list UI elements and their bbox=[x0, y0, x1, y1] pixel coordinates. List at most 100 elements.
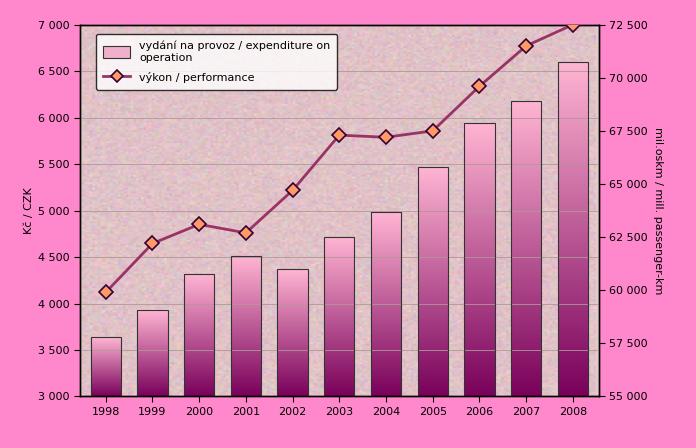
Bar bbox=[324, 348, 354, 349]
Bar bbox=[230, 313, 261, 314]
Bar bbox=[324, 386, 354, 387]
Bar bbox=[511, 116, 541, 118]
Bar bbox=[418, 200, 448, 201]
Bar bbox=[324, 343, 354, 344]
Bar bbox=[557, 170, 588, 172]
Bar bbox=[557, 260, 588, 261]
Bar bbox=[324, 336, 354, 337]
Bar bbox=[418, 299, 448, 300]
Bar bbox=[511, 237, 541, 238]
Bar bbox=[511, 202, 541, 204]
Bar bbox=[464, 211, 495, 212]
Bar bbox=[464, 172, 495, 173]
Bar bbox=[418, 298, 448, 299]
Bar bbox=[464, 220, 495, 221]
Bar bbox=[557, 203, 588, 204]
Bar bbox=[557, 310, 588, 311]
Bar bbox=[418, 342, 448, 343]
Bar bbox=[464, 219, 495, 220]
Bar bbox=[418, 279, 448, 280]
Bar bbox=[557, 208, 588, 210]
Bar bbox=[230, 320, 261, 321]
Bar bbox=[324, 356, 354, 357]
Bar bbox=[557, 184, 588, 185]
Bar bbox=[230, 262, 261, 263]
Bar bbox=[464, 184, 495, 185]
Bar bbox=[371, 300, 401, 301]
Bar bbox=[464, 278, 495, 279]
Bar bbox=[464, 222, 495, 223]
Bar bbox=[557, 149, 588, 150]
Bar bbox=[230, 324, 261, 325]
Bar bbox=[464, 281, 495, 282]
Bar bbox=[557, 76, 588, 78]
Bar bbox=[230, 336, 261, 337]
Bar bbox=[371, 257, 401, 258]
Bar bbox=[511, 329, 541, 330]
Bar bbox=[511, 377, 541, 378]
Bar bbox=[464, 280, 495, 281]
Bar bbox=[464, 233, 495, 234]
Bar bbox=[464, 238, 495, 239]
Bar bbox=[371, 312, 401, 313]
Bar bbox=[371, 250, 401, 251]
Bar bbox=[464, 139, 495, 140]
Bar bbox=[324, 367, 354, 368]
Bar bbox=[464, 302, 495, 303]
Bar bbox=[418, 294, 448, 295]
Bar bbox=[511, 242, 541, 243]
Bar bbox=[418, 271, 448, 272]
Bar bbox=[464, 158, 495, 159]
Bar bbox=[511, 172, 541, 173]
Bar bbox=[371, 319, 401, 320]
Bar bbox=[464, 345, 495, 346]
Bar bbox=[230, 314, 261, 315]
Bar bbox=[418, 179, 448, 180]
Bar bbox=[557, 318, 588, 319]
Bar bbox=[511, 182, 541, 183]
Bar bbox=[464, 303, 495, 304]
Bar bbox=[324, 273, 354, 274]
Bar bbox=[511, 101, 541, 102]
Bar bbox=[464, 349, 495, 350]
Bar bbox=[230, 357, 261, 358]
Bar bbox=[557, 82, 588, 83]
Bar bbox=[464, 166, 495, 167]
Bar bbox=[511, 200, 541, 201]
Bar bbox=[418, 377, 448, 378]
Bar bbox=[371, 324, 401, 325]
Bar bbox=[464, 251, 495, 252]
Bar bbox=[324, 300, 354, 301]
Bar bbox=[557, 67, 588, 69]
Bar bbox=[511, 216, 541, 218]
Bar bbox=[464, 391, 495, 392]
Bar bbox=[324, 280, 354, 281]
Bar bbox=[324, 312, 354, 313]
Bar bbox=[511, 157, 541, 158]
Bar bbox=[464, 377, 495, 378]
Bar bbox=[557, 142, 588, 143]
Bar bbox=[464, 326, 495, 327]
Bar bbox=[418, 223, 448, 224]
Bar bbox=[464, 293, 495, 294]
Bar bbox=[324, 286, 354, 287]
Bar bbox=[557, 94, 588, 95]
Bar bbox=[371, 222, 401, 223]
Bar bbox=[371, 328, 401, 329]
Bar bbox=[464, 159, 495, 160]
Bar bbox=[371, 271, 401, 272]
Bar bbox=[511, 135, 541, 137]
Bar bbox=[418, 363, 448, 364]
Bar bbox=[464, 373, 495, 374]
Bar bbox=[511, 346, 541, 347]
Bar bbox=[557, 340, 588, 342]
Bar bbox=[557, 234, 588, 235]
Bar bbox=[324, 375, 354, 376]
Bar bbox=[418, 238, 448, 239]
Bar bbox=[324, 260, 354, 261]
Bar bbox=[511, 162, 541, 163]
Bar bbox=[324, 320, 354, 321]
Bar bbox=[464, 275, 495, 276]
Bar bbox=[418, 296, 448, 297]
Bar bbox=[464, 324, 495, 325]
